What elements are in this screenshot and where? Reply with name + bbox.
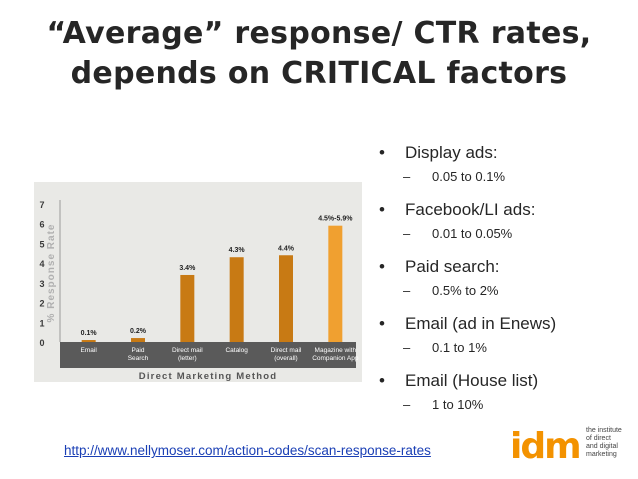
x-tick-label: Companion App xyxy=(312,355,359,362)
x-tick-label: Direct mail xyxy=(271,347,302,354)
bullet-dot: • xyxy=(379,143,385,162)
bar xyxy=(180,274,195,342)
sub-bullet-value: 0.05 to 0.1% xyxy=(432,169,505,184)
y-tick-label: 3 xyxy=(39,279,44,289)
idm-logo-tagline: of direct xyxy=(586,435,611,442)
bar xyxy=(229,257,244,342)
bullet-dot: • xyxy=(379,200,385,219)
title-line-1: “Average” response/ CTR rates, xyxy=(46,16,592,51)
bar xyxy=(279,255,293,342)
bar-data-label: 3.4% xyxy=(179,265,196,272)
bullet-item: • Facebook/LI ads: xyxy=(379,199,634,225)
sub-bullet-value: 1 to 10% xyxy=(432,397,484,412)
sub-bullet-value: 0.5% to 2% xyxy=(432,283,499,298)
y-tick-label: 7 xyxy=(39,200,44,210)
bullet-dot: • xyxy=(379,314,385,333)
bullet-label: Email (ad in Enews) xyxy=(405,314,557,333)
sub-bullet-item: – 1 to 10% xyxy=(379,396,634,427)
idm-logo-mark: idm xyxy=(510,426,580,467)
y-tick-label: 5 xyxy=(39,239,44,249)
x-axis-band xyxy=(60,342,356,368)
bullet-label: Display ads: xyxy=(405,143,498,162)
idm-logo-tagline: the institute xyxy=(586,427,622,434)
sub-bullet-value: 0.01 to 0.05% xyxy=(432,226,513,241)
bar-data-label: 0.2% xyxy=(130,328,147,335)
sub-bullet-item: – 0.05 to 0.1% xyxy=(379,168,634,199)
sub-bullet-dash: – xyxy=(403,169,411,184)
x-tick-label: Catalog xyxy=(225,347,248,354)
bar xyxy=(81,340,96,342)
bar xyxy=(131,338,145,342)
y-tick-label: 6 xyxy=(39,220,44,230)
y-axis-label: % Response Rate xyxy=(46,224,57,323)
bullet-dot: • xyxy=(379,257,385,276)
bar-data-label: 4.4% xyxy=(278,245,295,252)
sub-bullet-dash: – xyxy=(403,226,411,241)
sub-bullet-item: – 0.5% to 2% xyxy=(379,282,634,313)
x-tick-label: Magazine with xyxy=(315,347,357,354)
bullet-item: • Email (ad in Enews) xyxy=(379,313,634,339)
x-tick-label: (overall) xyxy=(274,355,297,362)
x-tick-label: Paid xyxy=(131,347,144,354)
bullet-item: • Display ads: xyxy=(379,142,634,168)
sub-bullet-dash: – xyxy=(403,397,411,412)
idm-logo-tagline: and digital xyxy=(586,443,618,450)
x-tick-label: (letter) xyxy=(178,355,197,362)
bullet-item: • Paid search: xyxy=(379,256,634,282)
bar-data-label: 0.1% xyxy=(81,330,98,337)
x-axis-label: Direct Marketing Method xyxy=(139,371,277,382)
title-line-2: depends on CRITICAL factors xyxy=(70,56,568,91)
sub-bullet-dash: – xyxy=(403,340,411,355)
y-tick-label: 1 xyxy=(39,318,44,328)
bullet-label: Email (House list) xyxy=(405,371,539,390)
y-tick-label: 2 xyxy=(39,299,44,309)
response-rate-bar-chart: 0 1 2 3 4 5 6 7 % Response Rate 0.1% Email 0.2% Paid… xyxy=(34,182,362,382)
bullet-item: • Email (House list) xyxy=(379,370,634,396)
bullet-label: Facebook/LI ads: xyxy=(405,200,536,219)
x-tick-label: Email xyxy=(81,347,98,354)
source-link[interactable]: http://www.nellymoser.com/action-codes/s… xyxy=(64,443,431,458)
bullet-list: • Display ads: – 0.05 to 0.1% • Facebook/LI a… xyxy=(379,142,634,427)
sub-bullet-item: – 0.1 to 1% xyxy=(379,339,634,370)
bullet-label: Paid search: xyxy=(405,257,500,276)
bar-data-label: 4.3% xyxy=(229,247,246,254)
sub-bullet-item: – 0.01 to 0.05% xyxy=(379,225,634,256)
bar xyxy=(328,225,343,342)
bullet-dot: • xyxy=(379,371,385,390)
sub-bullet-dash: – xyxy=(403,283,411,298)
x-tick-label: Search xyxy=(128,355,149,362)
slide-title: “Average” response/ CTR rates, depends o… xyxy=(0,14,638,94)
idm-logo-tagline: marketing xyxy=(586,451,617,458)
x-tick-label: Direct mail xyxy=(172,347,203,354)
y-tick-label: 4 xyxy=(39,259,44,269)
y-tick-label: 0 xyxy=(39,338,44,348)
sub-bullet-value: 0.1 to 1% xyxy=(432,340,487,355)
bar-data-label: 4.5%-5.9% xyxy=(318,216,353,223)
